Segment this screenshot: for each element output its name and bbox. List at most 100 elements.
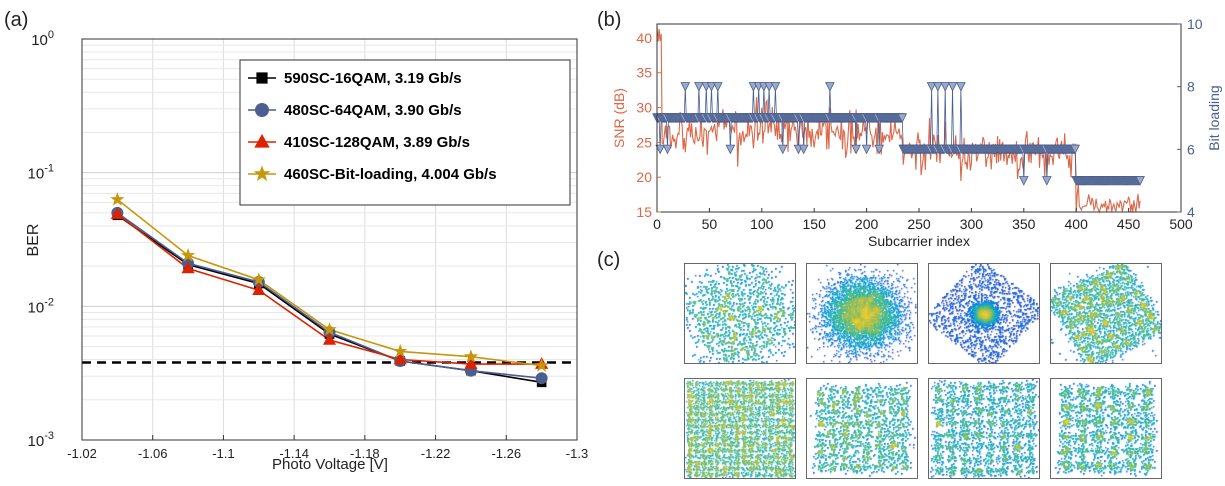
ber-legend: 590SC-16QAM, 3.19 Gb/s 480SC-64QAM, 3.90 … bbox=[239, 59, 571, 206]
constellation-diagram-7 bbox=[928, 378, 1040, 479]
bits-point-399 bbox=[1070, 144, 1080, 155]
ber-point-2-0 bbox=[110, 207, 124, 219]
ber-y-tick-label: 10-2 bbox=[28, 296, 54, 316]
snr-ylabel-right: Bit loading bbox=[1206, 85, 1222, 150]
constellation-diagram-1 bbox=[684, 263, 796, 364]
snr-y-tick-label: 15 bbox=[636, 204, 652, 220]
panel-label-c: (c) bbox=[597, 249, 620, 271]
bits-point-212 bbox=[874, 144, 885, 155]
snr-x-tick-label: 50 bbox=[702, 216, 718, 232]
bits-point-200 bbox=[861, 144, 872, 155]
ber-point-3-4 bbox=[393, 343, 408, 358]
bits-y-tick-label: 6 bbox=[1187, 141, 1195, 157]
bits-point-372 bbox=[1042, 176, 1052, 186]
constellation-canvas bbox=[685, 264, 795, 363]
ber-x-tick-label: -1.02 bbox=[67, 446, 97, 461]
ber-y-tick-label: 100 bbox=[31, 29, 54, 49]
bits-point-140 bbox=[798, 144, 809, 155]
bits-y-tick-label: 8 bbox=[1187, 79, 1195, 95]
ber-point-3-5 bbox=[463, 349, 479, 363]
bits-y-tick-label: 4 bbox=[1187, 204, 1195, 220]
ber-legend-label-0: 590SC-16QAM, 3.19 Gb/s bbox=[284, 70, 462, 87]
ber-ylabel: BER bbox=[25, 224, 42, 257]
ber-x-tick-label: -1.22 bbox=[421, 446, 451, 461]
snr-y-tick-label: 30 bbox=[636, 100, 652, 116]
snr-x-tick-label: 500 bbox=[1169, 216, 1193, 232]
ber-point-2-4 bbox=[393, 352, 407, 365]
ber-point-2-1 bbox=[181, 261, 195, 274]
ber-x-tick-label: -1.3 bbox=[566, 446, 588, 461]
constellation-diagram-5 bbox=[684, 378, 796, 479]
ber-point-3-3 bbox=[322, 322, 337, 336]
constellation-diagram-2 bbox=[806, 263, 918, 364]
ber-legend-marker-3 bbox=[253, 165, 271, 182]
constellation-canvas bbox=[807, 379, 917, 478]
constellation-canvas bbox=[1051, 379, 1161, 478]
bits-point-3 bbox=[655, 144, 665, 155]
snr-x-tick-label: 250 bbox=[907, 216, 931, 232]
constellation-diagram-3 bbox=[928, 263, 1040, 364]
ber-x-tick-label: -1.18 bbox=[350, 446, 380, 461]
bits-point-107 bbox=[764, 82, 774, 92]
ber-y-tick-label: 10-1 bbox=[28, 163, 54, 183]
constellation-diagram-6 bbox=[806, 378, 918, 479]
bits-point-10 bbox=[662, 144, 673, 155]
ber-legend-marker-1 bbox=[255, 103, 269, 117]
bits-point-58 bbox=[712, 82, 723, 92]
bits-series-line bbox=[657, 86, 1141, 182]
snr-y-tick-label: 25 bbox=[636, 134, 652, 150]
bits-point-113 bbox=[770, 82, 781, 92]
constellation-canvas bbox=[929, 379, 1039, 478]
bits-point-290 bbox=[956, 82, 966, 92]
panel-label-b: (b) bbox=[597, 9, 621, 31]
snr-x-tick-label: 400 bbox=[1065, 216, 1089, 232]
ber-point-2-3 bbox=[322, 333, 337, 345]
bits-point-275 bbox=[940, 82, 951, 92]
ber-x-tick-label: -1.14 bbox=[279, 446, 309, 461]
ber-x-tick-label: -1.06 bbox=[138, 446, 168, 461]
constellation-canvas bbox=[1051, 264, 1161, 363]
ber-legend-marker-0 bbox=[256, 72, 268, 84]
ber-x-tick-label: -1.26 bbox=[491, 446, 521, 461]
ber-legend-label-2: 410SC-128QAM, 3.89 Gb/s bbox=[284, 134, 470, 151]
constellation-diagram-4 bbox=[1050, 263, 1162, 364]
ber-legend-label-1: 480SC-64QAM, 3.90 Gb/s bbox=[284, 102, 462, 119]
ber-plot-frame bbox=[81, 38, 578, 441]
constellation-canvas bbox=[807, 264, 917, 363]
bits-point-268 bbox=[933, 82, 943, 92]
bits-point-165 bbox=[825, 82, 835, 92]
bits-y-tick-label: 10 bbox=[1187, 16, 1203, 32]
ber-point-1-6 bbox=[535, 372, 548, 385]
snr-xlabel: Subcarrier index bbox=[868, 233, 970, 249]
snr-series-line bbox=[656, 26, 1141, 214]
ber-chart: -1.02 -1.06 -1.1 -1.14 -1.18 -1.22 -1.26 -1.3 1… bbox=[25, 29, 588, 473]
snr-chart: 0 50 100 150 200 250 300 350 400 450 500 15 20 25 30 3… bbox=[611, 16, 1222, 249]
snr-ylabel-left: SNR (dB) bbox=[611, 88, 627, 148]
ber-point-3-1 bbox=[180, 248, 196, 262]
bits-point-234 bbox=[897, 113, 908, 124]
ber-point-2-5 bbox=[464, 357, 478, 369]
bits-point-282 bbox=[947, 82, 958, 92]
bits-point-27 bbox=[680, 82, 691, 92]
bits-point-461 bbox=[1135, 176, 1145, 186]
panel-label-a: (a) bbox=[4, 9, 28, 31]
bits-point-350 bbox=[1018, 176, 1029, 186]
ber-point-3-2 bbox=[251, 272, 266, 286]
ber-x-tick-label: -1.1 bbox=[212, 446, 234, 461]
ber-point-3-6 bbox=[534, 358, 549, 372]
snr-x-tick-label: 350 bbox=[1012, 216, 1036, 232]
bits-point-40 bbox=[694, 82, 704, 92]
snr-y-tick-label: 20 bbox=[636, 169, 652, 185]
snr-y-tick-label: 35 bbox=[636, 65, 652, 81]
bits-point-52 bbox=[706, 82, 717, 92]
snr-x-tick-label: 450 bbox=[1117, 216, 1141, 232]
constellation-canvas bbox=[929, 264, 1039, 363]
bits-point-190 bbox=[851, 144, 861, 155]
bits-point-262 bbox=[926, 82, 937, 92]
snr-x-tick-label: 150 bbox=[803, 216, 827, 232]
constellation-diagram-8 bbox=[1050, 378, 1162, 479]
bits-point-120 bbox=[777, 144, 788, 155]
ber-legend-label-3: 460SC-Bit-loading, 4.004 Gb/s bbox=[284, 166, 497, 183]
ber-xlabel: Photo Voltage [V] bbox=[272, 456, 388, 473]
